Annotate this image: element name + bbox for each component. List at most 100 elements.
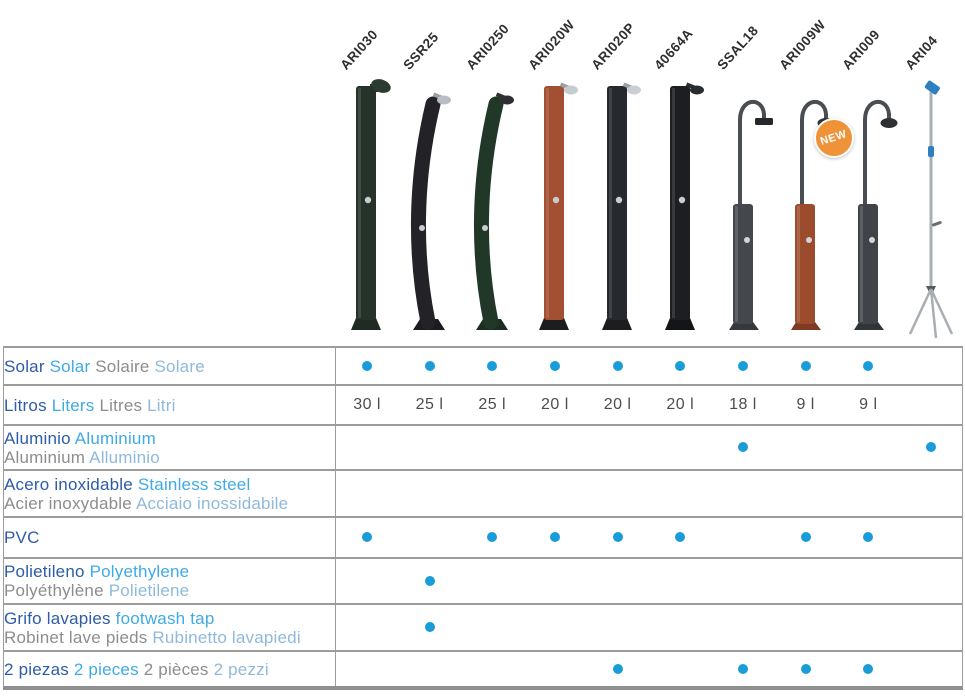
spec-cell [774,346,837,385]
spec-cell [837,650,900,688]
spec-cell: 25 l [398,384,461,425]
spec-cell [899,603,963,651]
spec-cell [899,346,963,385]
spec-cell [899,557,963,604]
feature-dot [863,663,874,674]
spec-cell [774,650,837,688]
spec-cell [460,346,524,385]
spec-cell [398,346,461,385]
feature-dot [424,622,435,633]
product-image-ari04 [899,78,963,340]
spec-cell [648,557,712,604]
feature-dot [362,532,373,543]
spec-cell [523,603,587,651]
feature-dot [362,360,373,371]
table-row-dos-piezas: 2 piezas 2 pieces 2 pièces 2 pezzi [3,650,963,688]
spec-cell [335,557,399,604]
spec-cell [774,557,837,604]
spec-cell [523,469,587,517]
feature-dot [800,663,811,674]
row-label-line: Polietileno Polyethylene [4,562,335,581]
spec-cell [398,516,461,558]
spec-cell [648,346,712,385]
row-label-segment: PVC [4,528,40,547]
feature-dot [863,360,874,371]
product-code-label: 40664A [651,25,696,73]
spec-cell [899,650,963,688]
spec-cell [398,650,461,688]
spec-cell [837,424,900,470]
spec-cell [837,603,900,651]
feature-dot [863,532,874,543]
row-label-segment: Stainless steel [137,474,251,494]
spec-cell [523,346,587,385]
spec-cell [648,650,712,688]
row-label-line: Solar Solar Solaire Solare [4,357,335,376]
product-image-ssr25 [397,78,461,340]
capacity-value: 9 l [859,396,878,413]
spec-cell: 18 l [711,384,775,425]
row-label-line: Aluminium Alluminio [4,448,335,467]
spec-cell [648,469,712,517]
capacity-value: 20 l [603,396,632,413]
spec-cell [711,603,775,651]
spec-cell [899,424,963,470]
spec-cell [335,346,399,385]
product-image-40664a [648,78,712,340]
row-label-segment: Robinet lave pieds [4,627,148,647]
spec-table-wrap: Solar Solar Solaire Solare Litros Liters … [3,346,963,690]
row-label-line: Acier inoxydable Acciaio inossidabile [4,494,335,513]
spec-cell [335,469,399,517]
spec-cell [711,469,775,517]
capacity-value: 25 l [478,396,507,413]
row-label: PVC [3,516,336,558]
spec-cell [586,650,649,688]
row-label-segment: Solar [49,356,91,376]
row-label-segment: Acero inoxidable [4,474,133,494]
spec-cell [460,424,524,470]
capacity-value: 20 l [541,396,569,413]
row-label-segment: Solar [4,356,45,376]
products-header: ARI030 SSR25 ARI0250 ARI020W ARI020P 406… [0,0,965,346]
spec-cell [460,650,524,688]
spec-cell [837,346,900,385]
feature-dot [675,532,686,543]
row-label-segment: Litres [99,395,143,415]
spec-cell [711,516,775,558]
row-label: Solar Solar Solaire Solare [3,346,336,385]
product-image-ari020p [585,78,649,340]
row-label-segment: footwash tap [115,608,215,628]
row-label: Polietileno Polyethylene Polyéthylène Pol… [3,557,336,604]
spec-cell [648,603,712,651]
row-label-segment: Litri [147,395,176,415]
product-code-label: ARI020W [525,17,578,73]
feature-dot [424,575,435,586]
row-label-line: Acero inoxidable Stainless steel [4,475,335,494]
spec-cell: 25 l [460,384,524,425]
feature-dot [737,360,748,371]
product-code-label: SSAL18 [713,22,761,73]
spec-cell [460,469,524,517]
row-label-line: Polyéthylène Polietilene [4,581,335,600]
feature-dot [675,360,686,371]
row-label-line: 2 piezas 2 pieces 2 pièces 2 pezzi [4,660,335,679]
spec-cell [335,516,399,558]
table-row-polietileno: Polietileno Polyethylene Polyéthylène Pol… [3,557,963,604]
product-code-label: ARI0250 [463,20,512,73]
spec-cell [586,603,649,651]
capacity-value: 9 l [796,396,815,413]
feature-dot [925,442,936,453]
row-label-segment: Aluminium [4,447,86,467]
spec-cell [523,424,587,470]
feature-dot [612,360,623,371]
row-label-segment: Solaire [95,356,150,376]
spec-cell [586,346,649,385]
row-label: Acero inoxidable Stainless steel Acier in… [3,469,336,517]
table-row-litros: Litros Liters Litres Litri 30 l 25 l 25 l 20… [3,384,963,425]
row-label-segment: Rubinetto lavapiedi [152,627,301,647]
product-image-ari030 [334,78,398,340]
row-label-segment: Aluminio [4,428,71,448]
feature-dot [737,442,748,453]
spec-cell [586,424,649,470]
feature-dot [424,360,435,371]
